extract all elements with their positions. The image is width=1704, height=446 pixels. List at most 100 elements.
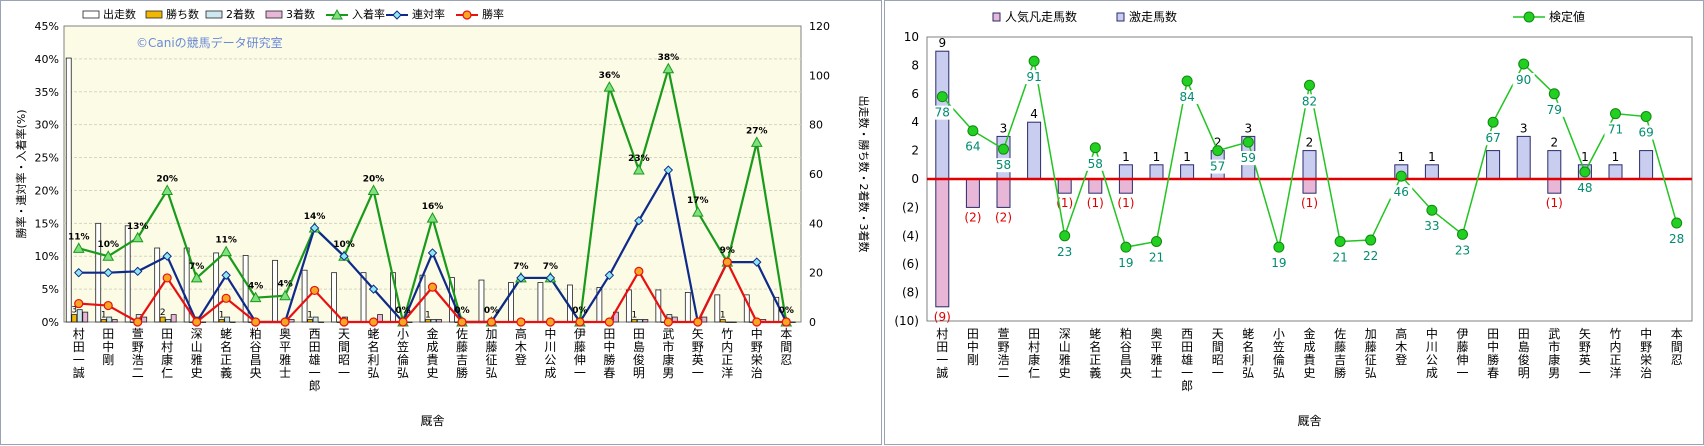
test-value-label: 79: [1547, 103, 1562, 117]
test-value-label-bg: [1084, 156, 1107, 171]
category-label: 田村康仁: [1028, 327, 1040, 380]
hot-runner-label: 9: [938, 36, 946, 50]
bar-0: [272, 259, 279, 323]
hot-runner-bar: [1424, 164, 1439, 180]
bar-2: [76, 309, 83, 323]
left-y-axis-title: 勝率・連対率・入着率(%): [14, 109, 28, 238]
legend-swatch: [82, 10, 100, 19]
legend-label: 勝率: [482, 7, 504, 21]
test-value-marker: [1640, 111, 1652, 123]
x-axis-title: 厩舎: [420, 414, 444, 428]
category-label: 中野栄治: [751, 326, 763, 380]
category-label: 粕谷昌央: [1120, 326, 1132, 380]
test-value-label: 84: [1179, 90, 1194, 104]
left-chart-panel: 0% 5% 10% 15% 20% 25% 30% 35% 40% 45% 0 20 40 60 80 100…: [0, 0, 882, 445]
series-marker-0: [603, 81, 616, 92]
test-value-marker: [1518, 58, 1530, 70]
right-y-tick-label: 20: [809, 267, 823, 280]
test-value-marker: [1059, 230, 1071, 242]
legend-marker: [1523, 11, 1535, 23]
bar-1: [425, 319, 431, 323]
legend-label: 激走馬数: [1129, 9, 1177, 24]
place-rate-label: 0%: [572, 306, 587, 316]
category-label: 天間昭一: [1212, 327, 1224, 380]
y-tick-label: 0: [911, 172, 919, 186]
category-label: 中野栄治: [1640, 326, 1652, 380]
series-marker-2: [133, 317, 143, 327]
legend-label: 3着数: [286, 7, 315, 21]
bar-1: [719, 319, 726, 323]
series-marker-1: [604, 270, 615, 281]
legend-label: 入着率: [352, 7, 385, 21]
test-value-label: 59: [1241, 151, 1256, 165]
left-y-tick-label: 5%: [42, 283, 59, 296]
series-marker-0: [102, 250, 115, 261]
bar-3: [789, 321, 796, 323]
series-marker-1: [427, 248, 438, 258]
bar-3: [730, 321, 737, 323]
bar-0: [537, 282, 544, 323]
place-rate-label: 0%: [454, 306, 469, 316]
left-y-tick-label: 30%: [35, 119, 59, 132]
place-rate-label: 20%: [156, 174, 178, 184]
test-value-label: 23: [1057, 245, 1072, 259]
series-marker-2: [604, 317, 614, 327]
right-y-tick-label: 100: [809, 69, 830, 82]
left-y-tick-label: 40%: [35, 53, 59, 66]
test-value-marker: [1426, 204, 1438, 216]
bar-2: [224, 316, 231, 323]
bar-0: [154, 247, 161, 323]
series-marker-2: [693, 317, 703, 327]
test-value-marker: [1089, 142, 1101, 154]
test-value-label-bg: [1635, 125, 1658, 140]
series-marker-2: [398, 317, 408, 327]
right-y-tick-label: 40: [809, 217, 823, 230]
right-y-tick-label: 0: [809, 316, 816, 329]
category-label: 矢野英一: [692, 327, 704, 380]
win-count-label: 1: [425, 311, 431, 321]
hot-runner-label: 1: [1581, 150, 1589, 164]
legend-swatch: [1116, 12, 1125, 22]
series-marker-2: [722, 257, 732, 267]
category-label: 佐藤吉勝: [1334, 327, 1346, 380]
hot-runner-bar: [1149, 164, 1164, 180]
hot-runner-bar: [1118, 164, 1133, 180]
left-y-tick-label: 10%: [35, 250, 59, 263]
test-value-label-bg: [1206, 159, 1229, 174]
category-label: 田島俊明: [1518, 327, 1530, 380]
test-value-label-bg: [1390, 185, 1413, 200]
test-value-marker: [1671, 217, 1683, 229]
y-tick-label: 4: [911, 115, 919, 129]
place-rate-label: 11%: [215, 236, 237, 246]
test-value-label: 71: [1608, 123, 1623, 137]
place-rate-label: 4%: [248, 282, 263, 292]
test-value-label: 46: [1394, 185, 1409, 199]
hot-runner-label: 4: [1030, 107, 1038, 121]
test-value-marker: [1242, 136, 1254, 148]
test-value-label: 21: [1332, 250, 1347, 264]
series-marker-0: [72, 242, 85, 253]
series-marker-0: [633, 164, 645, 175]
test-value-label-bg: [1573, 180, 1596, 195]
category-label: 本間忍: [780, 327, 792, 367]
bar-0: [124, 225, 131, 323]
bar-3: [82, 311, 89, 323]
flop-runner-label: (1): [1301, 196, 1318, 210]
test-value-marker: [1548, 88, 1560, 100]
hot-runner-label: 3: [1000, 121, 1008, 135]
test-value-label: 21: [1149, 250, 1164, 264]
bar-3: [318, 321, 324, 323]
test-value-marker: [1120, 241, 1132, 253]
series-marker-0: [161, 184, 174, 195]
place-rate-label: 10%: [97, 240, 119, 250]
left-chart-svg: 0%5%10%15%20%25%30%35%40%45%020406080100…: [14, 7, 871, 428]
series-marker-1: [132, 266, 143, 277]
left-y-tick-label: 45%: [35, 20, 59, 33]
series-marker-0: [220, 245, 232, 257]
series-marker-1: [516, 273, 526, 283]
legend-swatch: [992, 12, 1001, 22]
category-label: 西田雄一郎: [309, 327, 321, 393]
series-marker-1: [103, 267, 113, 278]
hot-runner-label: 2: [1550, 136, 1558, 150]
